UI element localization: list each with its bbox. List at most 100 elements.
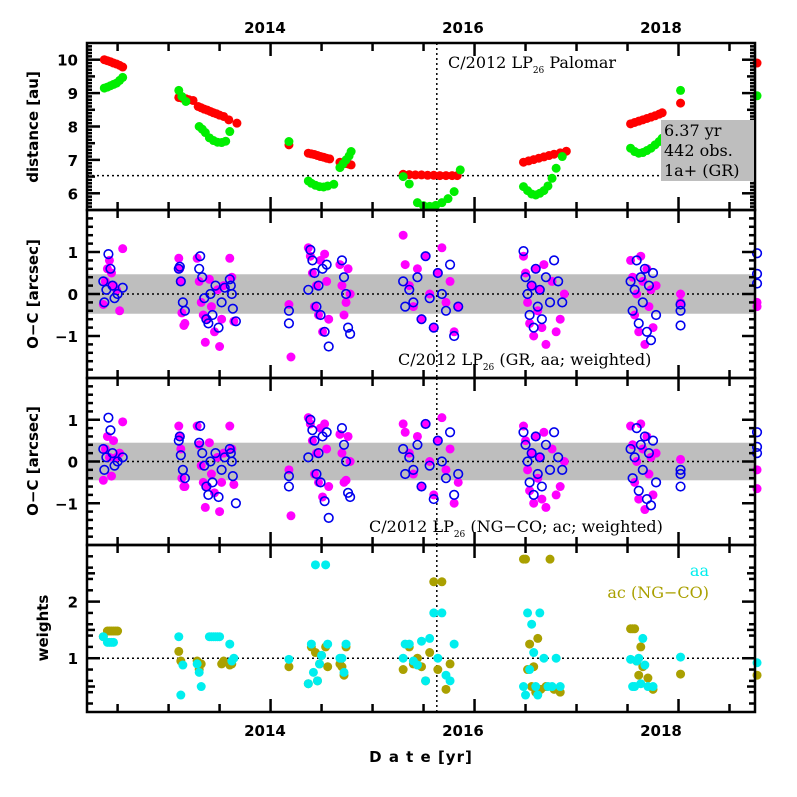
data-point (174, 261, 185, 272)
data-point (527, 281, 537, 291)
data-point (174, 253, 184, 263)
data-point (180, 482, 190, 492)
y-axis-label-weights: weights (34, 595, 52, 662)
data-point (230, 316, 241, 327)
y-tick-label: 6 (68, 185, 78, 203)
data-point (441, 684, 451, 694)
data-point (751, 427, 763, 438)
data-point (219, 282, 230, 293)
data-point (283, 481, 295, 492)
data-point (638, 633, 648, 643)
data-point (398, 172, 408, 182)
data-point (428, 493, 439, 505)
data-point (445, 276, 455, 286)
data-point (205, 288, 216, 300)
data-point (675, 468, 686, 480)
data-point (424, 460, 435, 471)
data-point (303, 243, 313, 253)
data-point (322, 276, 332, 286)
data-point (342, 322, 354, 333)
data-point (521, 554, 531, 564)
data-point (539, 653, 549, 663)
data-point (118, 244, 128, 254)
data-point (640, 660, 650, 670)
y-axis-label-oc-ngco: O−C [arcsec] (24, 406, 42, 516)
data-point (421, 676, 431, 686)
data-point (535, 452, 545, 462)
data-point (341, 475, 351, 485)
data-point (225, 421, 235, 431)
y-tick-label: −1 (55, 495, 78, 513)
data-point (286, 352, 296, 362)
title-main: C/2012 LP (448, 53, 533, 72)
data-point (196, 461, 206, 471)
data-point (412, 272, 423, 283)
data-point (417, 314, 427, 324)
data-point (650, 477, 662, 488)
data-point (436, 456, 448, 467)
data-point (181, 96, 191, 106)
data-point (225, 639, 235, 649)
data-point (118, 72, 128, 82)
data-point (317, 650, 327, 660)
data-point (177, 473, 187, 483)
data-point (635, 272, 646, 283)
data-point (303, 452, 314, 463)
data-point (441, 297, 451, 307)
data-point (398, 653, 408, 663)
data-point (216, 297, 227, 308)
data-point (323, 639, 333, 649)
data-point (179, 473, 191, 484)
data-point (313, 280, 324, 291)
data-point (194, 276, 204, 286)
data-point (548, 427, 560, 438)
info-box: 6.37 yr 442 obs. 1a+ (GR) (661, 120, 754, 181)
data-point (433, 268, 443, 278)
data-point (629, 452, 640, 463)
data-point (307, 425, 318, 436)
data-point (420, 418, 431, 430)
data-point (533, 690, 543, 700)
bottom-tick-2018: 2018 (640, 722, 682, 740)
data-point (429, 577, 439, 587)
data-point (520, 272, 531, 283)
series-aa (98, 560, 762, 700)
data-point (306, 639, 316, 649)
data-point (417, 636, 427, 646)
data-point (178, 660, 188, 670)
data-point (536, 481, 547, 492)
data-point (345, 328, 356, 340)
data-point (323, 341, 334, 352)
data-point (421, 251, 431, 261)
data-point (196, 297, 206, 307)
data-point (194, 437, 205, 448)
data-point (343, 264, 353, 274)
data-point (412, 439, 423, 450)
data-point (195, 420, 206, 432)
data-point (229, 479, 239, 489)
data-point (315, 659, 325, 669)
data-point (337, 653, 347, 663)
data-point (404, 452, 415, 463)
data-point (643, 280, 655, 291)
data-point (337, 448, 347, 458)
data-point (203, 318, 214, 329)
bottom-tick-2016: 2016 (442, 722, 484, 740)
data-point (637, 464, 648, 475)
data-point (437, 608, 447, 618)
data-point (428, 322, 439, 333)
data-point (445, 676, 455, 686)
data-point (429, 323, 439, 333)
data-point (633, 318, 644, 329)
data-point (544, 297, 556, 308)
y-tick-label: 10 (57, 52, 78, 70)
info-timespan: 6.37 yr (664, 121, 722, 140)
info-solution: 1a+ (GR) (664, 161, 740, 180)
data-point (107, 280, 118, 291)
data-point (224, 274, 235, 285)
data-point (339, 667, 349, 677)
data-point (319, 326, 330, 337)
data-point (532, 301, 543, 312)
data-point (336, 255, 348, 266)
